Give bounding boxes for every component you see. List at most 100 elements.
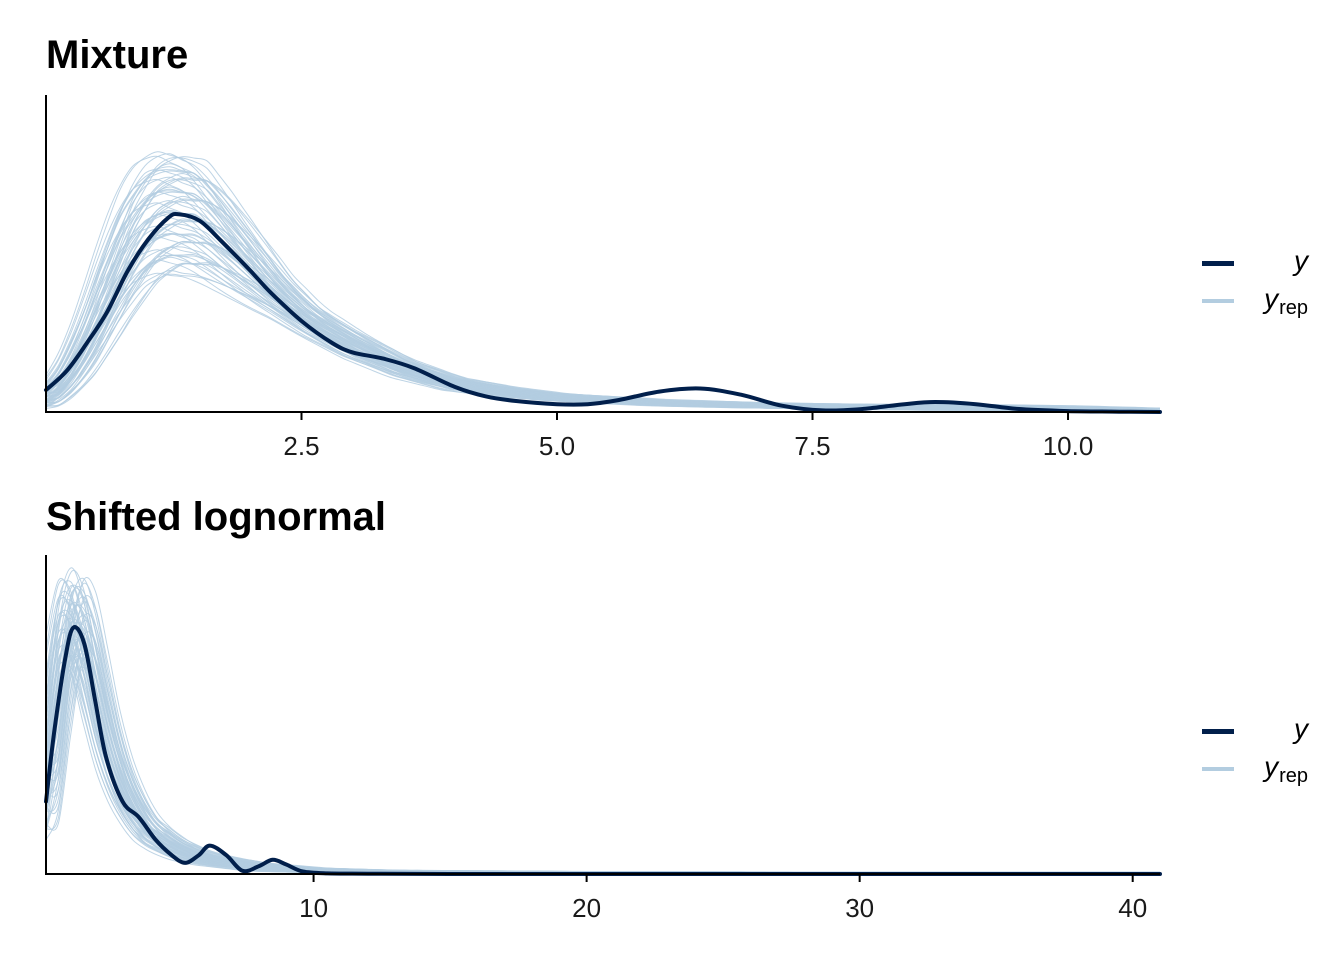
- mixture-panel: 2.5 5.0 7.5 10.0 Mixture y yrep: [0, 0, 1344, 470]
- legend-item-yrep: yrep: [1198, 749, 1318, 789]
- yrep-line: [45, 269, 1160, 412]
- yrep-line: [45, 596, 1160, 874]
- legend-key-yrep: [1202, 767, 1234, 771]
- yrep-line: [45, 577, 1160, 873]
- yrep-line: [45, 156, 1161, 409]
- x-tick-label: 10: [299, 893, 328, 923]
- yrep-line: [45, 577, 1160, 873]
- yrep-line: [45, 580, 1160, 873]
- yrep-line: [45, 599, 1160, 874]
- yrep-line: [45, 255, 1161, 411]
- yrep-line: [45, 617, 1161, 874]
- yrep-line: [45, 632, 1160, 874]
- mixture-plot: 2.5 5.0 7.5 10.0: [44, 95, 1162, 461]
- yrep-line: [45, 156, 1161, 409]
- y-line: [44, 211, 1162, 414]
- legend-item-y: y: [1198, 243, 1318, 283]
- yrep-line: [45, 211, 1161, 410]
- yrep-line: [45, 166, 1161, 409]
- legend-label-yrep: yrep: [1264, 751, 1308, 787]
- yrep-line: [45, 638, 1160, 874]
- yrep-line: [45, 186, 1161, 410]
- yrep-line: [45, 603, 1160, 874]
- legend-key-y: [1202, 729, 1234, 734]
- yrep-line: [45, 646, 1160, 875]
- yrep-line: [45, 587, 1160, 873]
- yrep-line: [45, 639, 1160, 874]
- yrep-line: [45, 609, 1160, 874]
- mixture-legend: y yrep: [1198, 235, 1318, 325]
- y-line: [44, 625, 1162, 877]
- yrep-line: [45, 601, 1160, 874]
- yrep-line: [45, 622, 1161, 874]
- yrep-line: [45, 169, 1161, 410]
- yrep-line: [45, 657, 1160, 875]
- yrep-line: [45, 653, 1160, 875]
- yrep-line: [45, 664, 1160, 875]
- mixture-title: Mixture: [46, 33, 189, 77]
- shifted-lognormal-legend: y yrep: [1198, 703, 1318, 793]
- x-tick-label: 7.5: [794, 431, 830, 461]
- yrep-line: [45, 631, 1160, 874]
- yrep-line: [45, 584, 1160, 874]
- yrep-line: [45, 567, 1160, 873]
- yrep-line: [45, 579, 1161, 873]
- yrep-line: [45, 619, 1160, 874]
- yrep-line: [45, 272, 1161, 412]
- shifted-lognormal-plot: 10 20 30 40: [44, 555, 1162, 923]
- yrep-line: [45, 577, 1160, 873]
- legend-item-y: y: [1198, 711, 1318, 751]
- yrep-line: [45, 604, 1160, 874]
- yrep-lines: [45, 151, 1161, 412]
- yrep-line: [45, 619, 1161, 874]
- shifted-lognormal-panel: 10 20 30 40 Shifted lognormal y yrep: [0, 470, 1344, 960]
- x-tick-label: 20: [572, 893, 601, 923]
- yrep-lines: [45, 567, 1161, 875]
- yrep-line: [45, 613, 1160, 874]
- yrep-line: [45, 223, 1161, 411]
- yrep-line: [45, 604, 1160, 874]
- yrep-line: [45, 601, 1160, 874]
- legend-key-yrep: [1202, 299, 1234, 303]
- yrep-line: [45, 636, 1160, 874]
- yrep-line: [45, 569, 1161, 873]
- yrep-line: [45, 656, 1160, 875]
- yrep-line: [45, 657, 1160, 875]
- legend-label-y: y: [1294, 245, 1308, 276]
- x-tick-label: 30: [845, 893, 874, 923]
- yrep-line: [45, 178, 1161, 410]
- yrep-line: [45, 649, 1161, 875]
- yrep-line: [45, 209, 1161, 411]
- x-tick-label: 10.0: [1043, 431, 1094, 461]
- yrep-line: [45, 611, 1160, 874]
- yrep-line: [45, 273, 1160, 412]
- yrep-line: [45, 628, 1161, 874]
- yrep-line: [45, 655, 1161, 875]
- yrep-line: [45, 666, 1161, 875]
- yrep-line: [45, 259, 1160, 412]
- yrep-line: [45, 639, 1160, 875]
- yrep-line: [45, 582, 1160, 874]
- yrep-line: [45, 246, 1161, 412]
- yrep-line: [45, 614, 1161, 874]
- yrep-line: [45, 254, 1161, 412]
- yrep-line: [45, 188, 1161, 410]
- yrep-line: [45, 661, 1160, 875]
- yrep-line: [45, 666, 1160, 875]
- x-tick-label: 2.5: [283, 431, 319, 461]
- yrep-line: [45, 585, 1160, 874]
- shifted-lognormal-title: Shifted lognormal: [46, 495, 386, 539]
- yrep-line: [45, 220, 1161, 411]
- yrep-line: [45, 585, 1161, 873]
- legend-key-y: [1202, 261, 1234, 266]
- x-tick-label: 40: [1118, 893, 1147, 923]
- yrep-line: [45, 163, 1161, 410]
- yrep-line: [45, 650, 1160, 875]
- yrep-line: [45, 223, 1161, 411]
- yrep-line: [45, 628, 1161, 874]
- yrep-line: [45, 636, 1160, 875]
- yrep-line: [45, 654, 1161, 875]
- yrep-line: [45, 638, 1160, 875]
- yrep-line: [45, 645, 1161, 875]
- yrep-line: [45, 178, 1161, 409]
